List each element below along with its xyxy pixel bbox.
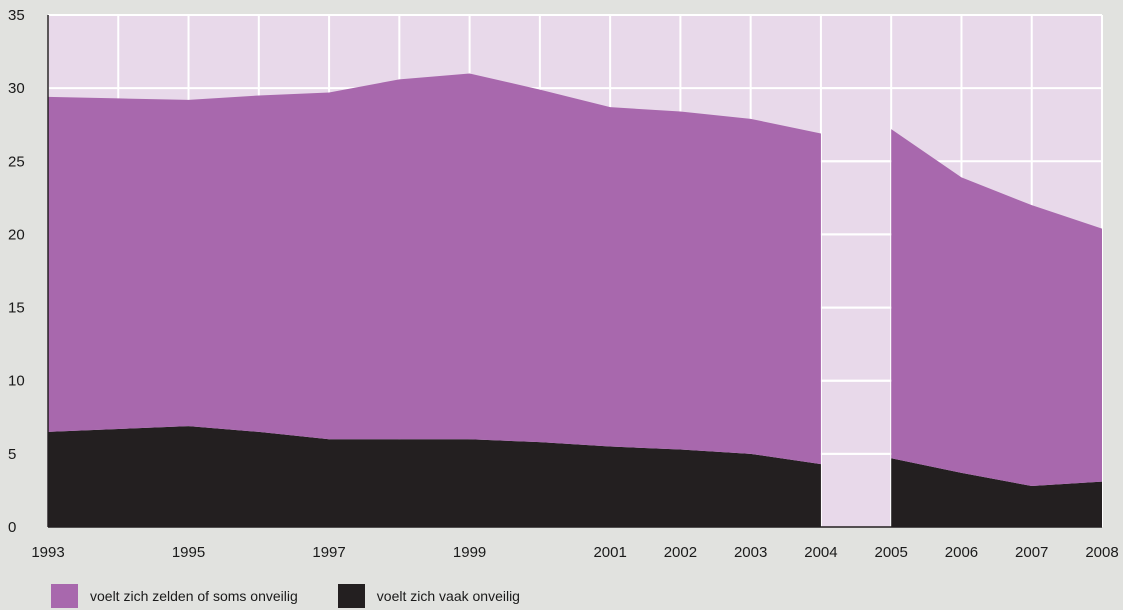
legend-swatch-vaak: [337, 584, 365, 608]
x-tick-label-1999: 1999: [453, 544, 486, 561]
x-tick-label-1995: 1995: [172, 544, 205, 561]
data-areas: [48, 73, 1102, 527]
x-tick-label-1997: 1997: [312, 544, 345, 561]
x-axis-tick-labels: 1993 1995 1997 1999 2001 2002 2003 2004 2005 2006…: [31, 544, 1118, 561]
x-tick-label-1993: 1993: [31, 544, 64, 561]
x-tick-label-2004: 2004: [804, 544, 837, 561]
x-tick-label-2006: 2006: [945, 544, 978, 561]
legend-label-vaak: voelt zich vaak onveilig: [376, 588, 520, 604]
x-tick-label-2005: 2005: [875, 544, 908, 561]
area-series-0-segment-1: [891, 458, 1102, 527]
legend: voelt zich zelden of soms onveilig voelt…: [51, 584, 520, 608]
x-tick-label-2003: 2003: [734, 544, 767, 561]
x-tick-label-2001: 2001: [593, 544, 626, 561]
y-tick-label-20: 20: [8, 226, 25, 243]
legend-item-zelden-of-soms: voelt zich zelden of soms onveilig: [51, 584, 298, 608]
legend-label-zelden-of-soms: voelt zich zelden of soms onveilig: [90, 588, 298, 604]
legend-swatch-zelden-of-soms: [51, 584, 78, 608]
y-axis-tick-labels: 0 5 10 15 20 25 30 35: [8, 7, 25, 536]
y-tick-label-15: 15: [8, 300, 25, 317]
area-series-0-segment-0: [48, 426, 821, 527]
y-tick-label-10: 10: [8, 373, 25, 390]
legend-item-vaak: voelt zich vaak onveilig: [337, 584, 520, 608]
area-series-1-segment-1: [891, 129, 1102, 487]
gap-gridlines: [820, 14, 892, 455]
x-tick-label-2002: 2002: [664, 544, 697, 561]
y-tick-label-25: 25: [8, 153, 25, 170]
stacked-area-chart: 0 5 10 15 20 25 30 35 1993 1995 1997 1999 2001 2002 2…: [8, 7, 1119, 561]
y-tick-label-30: 30: [8, 80, 25, 97]
y-tick-label-0: 0: [8, 519, 16, 536]
x-tick-label-2008: 2008: [1085, 544, 1118, 561]
y-tick-label-5: 5: [8, 446, 16, 463]
area-series-1-segment-0: [48, 73, 821, 465]
y-tick-label-35: 35: [8, 7, 25, 24]
x-tick-label-2007: 2007: [1015, 544, 1048, 561]
